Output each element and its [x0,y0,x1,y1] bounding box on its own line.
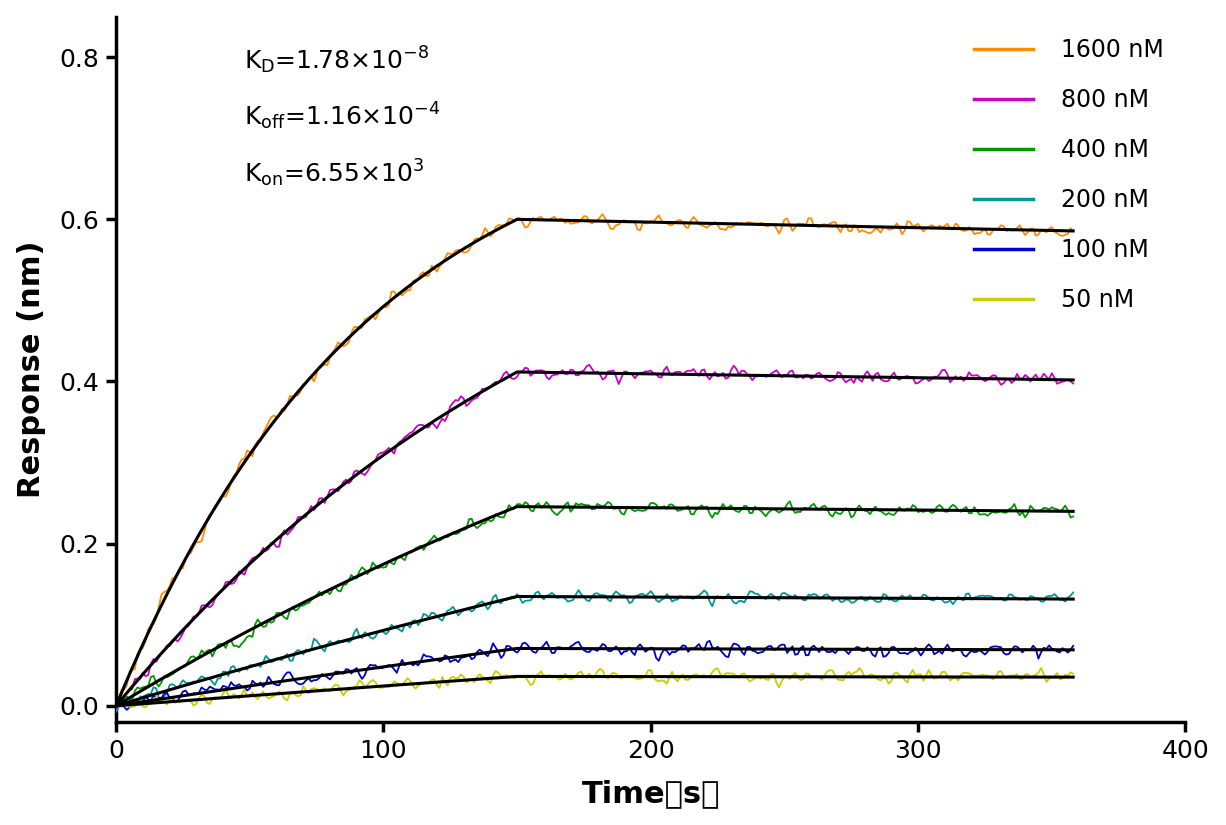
Legend: 1600 nM, 800 nM, 400 nM, 200 nM, 100 nM, 50 nM: 1600 nM, 800 nM, 400 nM, 200 nM, 100 nM,… [965,29,1173,321]
Y-axis label: Response (nm): Response (nm) [17,241,45,498]
X-axis label: Time（s）: Time（s） [581,780,720,808]
Text: K$_\mathregular{D}$=1.78×10$^{-8}$
K$_\mathregular{off}$=1.16×10$^{-4}$
K$_\math: K$_\mathregular{D}$=1.78×10$^{-8}$ K$_\m… [244,45,441,189]
